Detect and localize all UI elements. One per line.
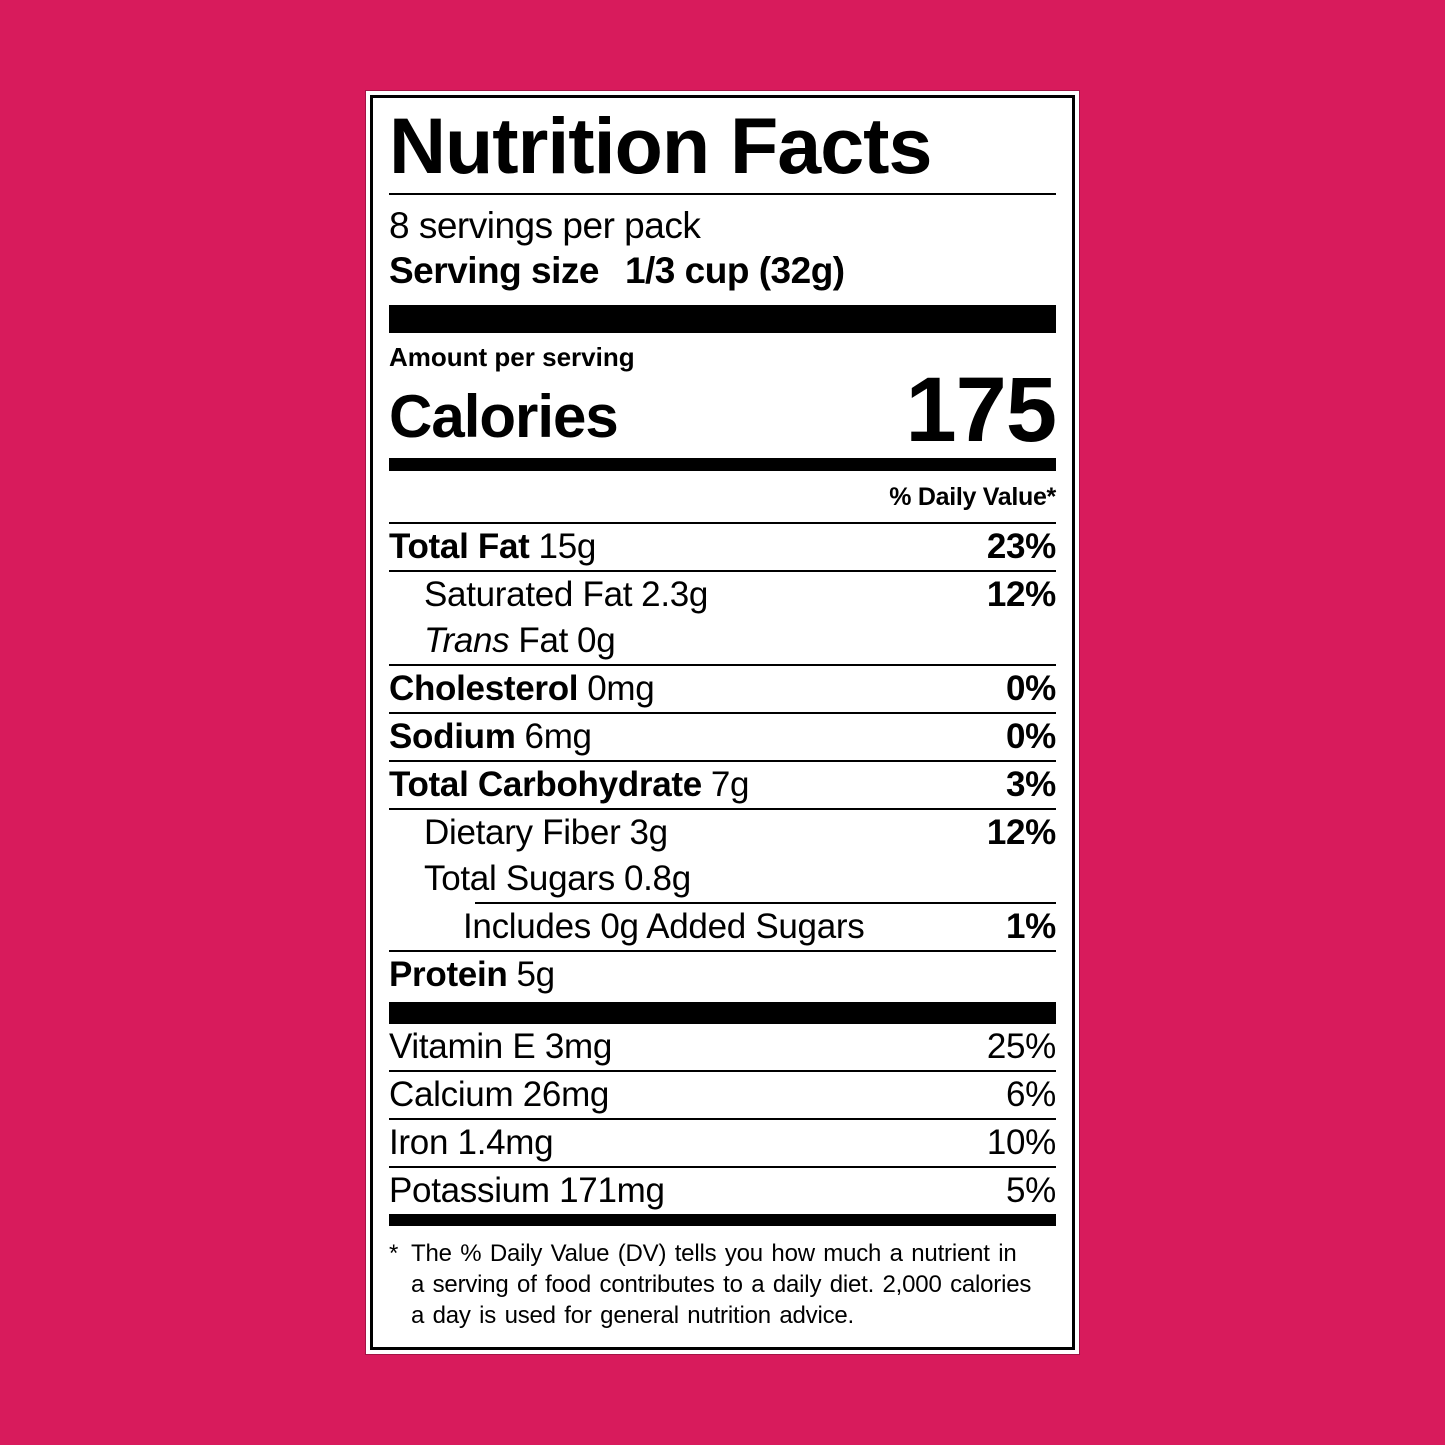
calories-value: 175 [905, 359, 1057, 461]
thick-separator-bar [389, 305, 1056, 333]
row-total-fat: Total Fat 15g 23% [389, 524, 1056, 572]
vitamin-name: Potassium 171mg [389, 1171, 665, 1210]
thick-separator-bar-2 [389, 1002, 1056, 1024]
added-sugars-separator [475, 902, 1056, 904]
row-iron: Iron 1.4mg 10% [389, 1120, 1056, 1168]
nutrient-name: Total Sugars [424, 859, 615, 898]
nutrient-name: Fat [518, 621, 569, 660]
nutrient-daily-value: 1% [1006, 907, 1056, 946]
nutrient-amount: 7g [710, 765, 750, 804]
hairline-divider [389, 522, 1056, 524]
row-trans-fat: Trans Fat 0g [389, 618, 1056, 666]
nutrient-amount: 5g [516, 955, 555, 994]
nutrient-name-italic: Trans [424, 621, 510, 660]
nutrient-amount: 3g [629, 813, 668, 852]
serving-size-row: Serving size 1/3 cup (32g) [389, 249, 1056, 293]
row-cholesterol: Cholesterol 0mg 0% [389, 666, 1056, 714]
row-total-carbohydrate: Total Carbohydrate 7g 3% [389, 762, 1056, 810]
footnote-line: a serving of food contributes to a daily… [411, 1271, 1032, 1298]
daily-value-header: % Daily Value* [889, 483, 1056, 511]
title-divider [389, 193, 1056, 195]
nutrient-amount: 15g [538, 527, 597, 566]
nutrient-amount: 0.8g [623, 859, 691, 898]
row-vitamin-e: Vitamin E 3mg 25% [389, 1024, 1056, 1072]
servings-per-pack: 8 servings per pack [389, 205, 701, 246]
nutrient-name: Saturated Fat [424, 575, 633, 614]
medium-separator-bar-2 [389, 1214, 1056, 1226]
nutrient-daily-value: 23% [986, 527, 1056, 566]
nutrient-daily-value: 12% [986, 575, 1056, 614]
nutrient-name: Dietary Fiber [424, 813, 621, 852]
nutrient-name: Cholesterol [389, 669, 579, 708]
nutrient-daily-value: 0% [1006, 669, 1056, 708]
amount-per-serving-label: Amount per serving [389, 342, 635, 372]
nutrient-name: Includes 0g Added Sugars [463, 907, 865, 946]
nutrient-amount: 6mg [524, 717, 592, 756]
row-sodium: Sodium 6mg 0% [389, 714, 1056, 762]
nutrient-name: Protein [389, 955, 508, 994]
row-added-sugars: Includes 0g Added Sugars 1% [389, 904, 1056, 952]
daily-value-footnote: * The % Daily Value (DV) tells you how m… [389, 1238, 1056, 1331]
vitamin-name: Iron 1.4mg [389, 1123, 554, 1162]
nutrient-name: Sodium [389, 717, 516, 756]
medium-separator-bar [389, 458, 1056, 471]
footnote-line: The % Daily Value (DV) tells you how muc… [411, 1240, 1017, 1267]
calories-label: Calories [389, 383, 619, 450]
vitamin-name: Calcium 26mg [389, 1075, 610, 1114]
label-border-box: Nutrition Facts 8 servings per pack Serv… [370, 95, 1075, 1350]
nutrient-amount: 2.3g [641, 575, 709, 614]
footnote-line: a day is used for general nutrition advi… [411, 1302, 854, 1329]
nutrient-daily-value: 3% [1006, 765, 1056, 804]
serving-size-label: Serving size [389, 250, 599, 291]
calories-row: Calories 175 [389, 359, 1057, 461]
nutrition-facts-label: Nutrition Facts 8 servings per pack Serv… [366, 91, 1079, 1354]
nutrient-amount: 0mg [587, 669, 655, 708]
row-protein: Protein 5g [389, 952, 1056, 998]
row-calcium: Calcium 26mg 6% [389, 1072, 1056, 1120]
row-potassium: Potassium 171mg 5% [389, 1168, 1056, 1214]
row-dietary-fiber: Dietary Fiber 3g 12% [389, 810, 1056, 856]
vitamin-daily-value: 6% [1006, 1075, 1056, 1114]
nutrient-daily-value: 0% [1006, 717, 1056, 756]
vitamin-name: Vitamin E 3mg [389, 1027, 613, 1066]
vitamin-daily-value: 25% [986, 1027, 1056, 1066]
vitamin-daily-value: 10% [986, 1123, 1056, 1162]
nutrient-amount: 0g [577, 621, 616, 660]
nutrient-name: Total Fat [389, 527, 530, 566]
footnote-asterisk: * [389, 1240, 399, 1267]
row-total-sugars: Total Sugars 0.8g [389, 856, 1056, 902]
nutrient-name: Total Carbohydrate [389, 765, 702, 804]
label-title: Nutrition Facts [389, 101, 932, 190]
nutrient-daily-value: 12% [986, 813, 1056, 852]
row-saturated-fat: Saturated Fat 2.3g 12% [389, 572, 1056, 618]
serving-size-value: 1/3 cup (32g) [624, 250, 845, 291]
vitamin-daily-value: 5% [1006, 1171, 1056, 1210]
